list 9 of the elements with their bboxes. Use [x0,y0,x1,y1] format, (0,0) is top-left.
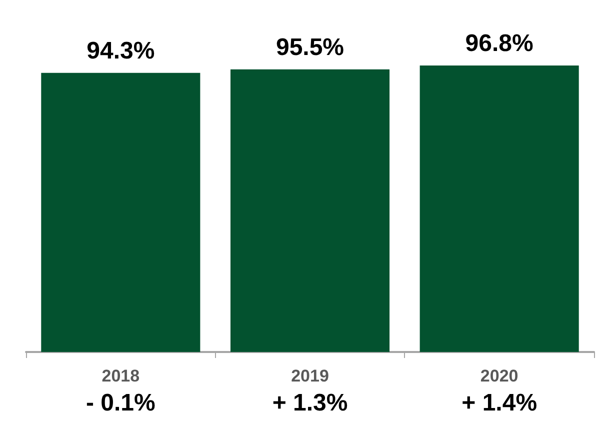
data-label: 94.3% [86,37,155,64]
data-label: 96.8% [465,30,534,57]
x-tick-label: 2018 [102,366,140,386]
x-tick-label: 2020 [480,366,518,386]
text: + 1.4% [462,390,538,416]
text: - 0.1% [86,390,156,416]
data-label: 95.5% [276,34,344,61]
x-tick-label: 2019 [291,366,329,386]
text: + 1.3% [272,390,348,416]
